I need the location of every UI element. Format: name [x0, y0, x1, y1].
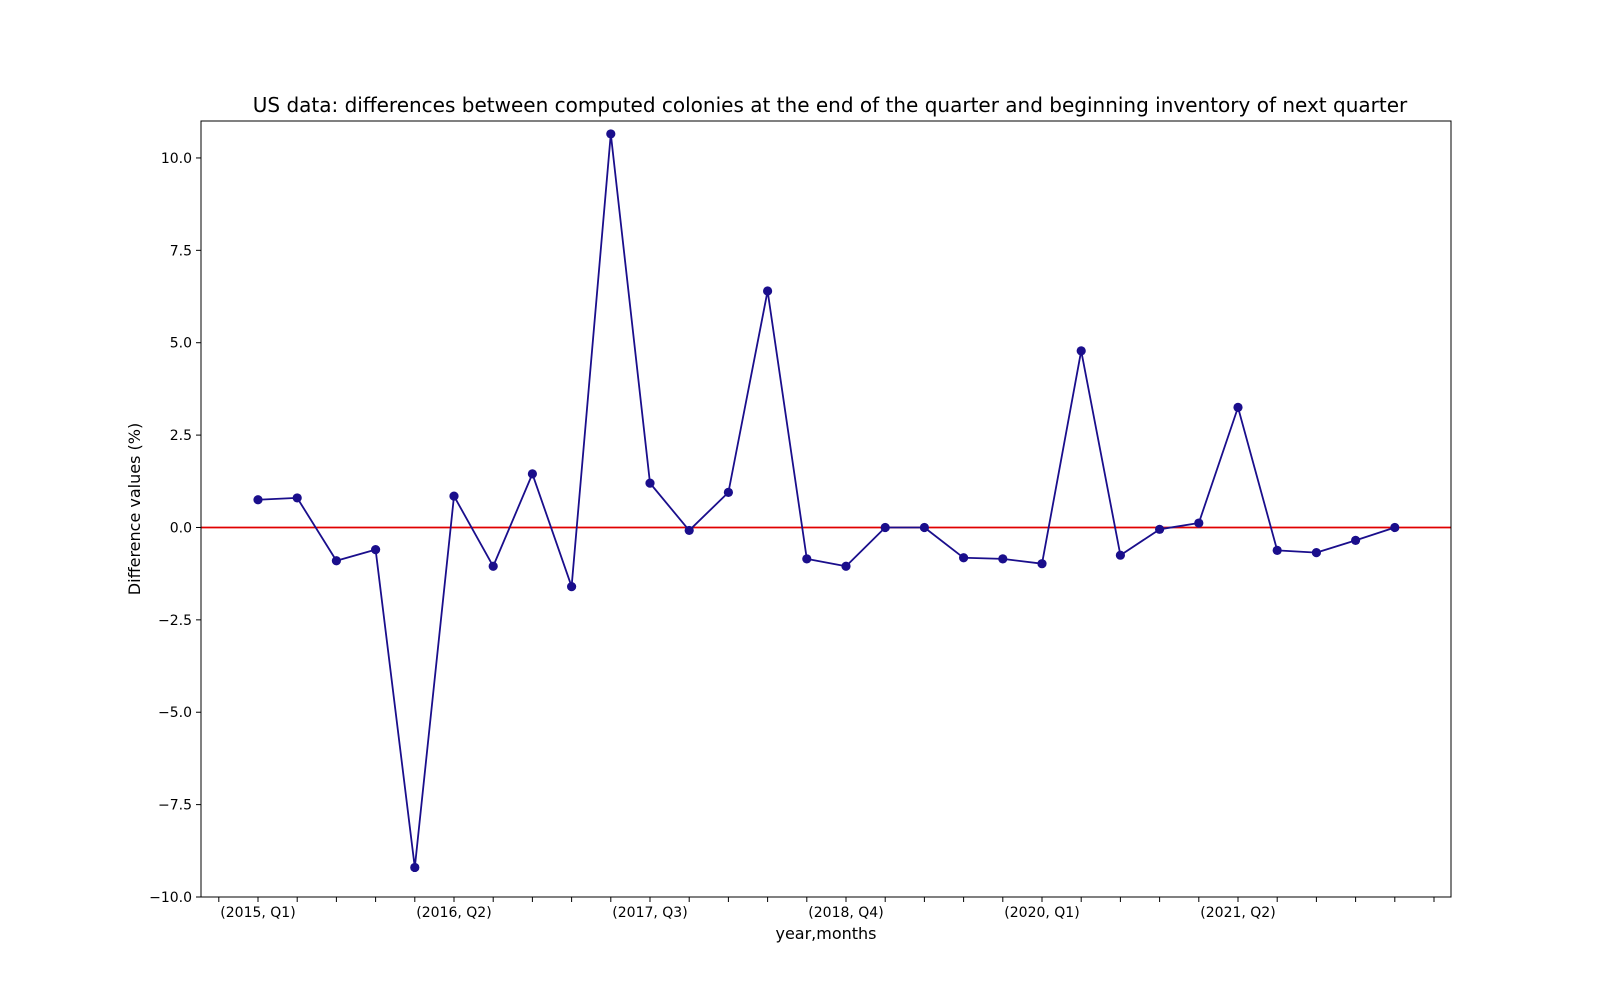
- x-tick-label: (2018, Q4): [808, 905, 883, 921]
- data-point: [763, 286, 773, 296]
- data-point: [1311, 548, 1321, 558]
- plot-content: [201, 129, 1451, 873]
- data-point: [723, 487, 734, 497]
- chart-title: US data: differences between computed co…: [253, 93, 1408, 117]
- data-point: [684, 525, 694, 536]
- data-point: [449, 491, 459, 501]
- data-point: [567, 582, 577, 592]
- data-point: [1194, 518, 1204, 528]
- data-point: [645, 478, 655, 488]
- y-tick-label: 0.0: [170, 520, 192, 536]
- data-point: [1115, 550, 1125, 560]
- data-point: [331, 556, 341, 566]
- x-axis-label: year,months: [775, 924, 876, 943]
- y-tick-label: −10.0: [149, 890, 192, 906]
- y-axis-label: Difference values (%): [125, 423, 144, 595]
- data-point: [880, 522, 890, 533]
- y-tick-label: 5.0: [170, 336, 192, 352]
- data-point: [527, 469, 538, 479]
- plot-frame: [200, 120, 1452, 898]
- x-tick-label: (2020, Q1): [1004, 905, 1079, 921]
- y-tick-label: −7.5: [158, 798, 192, 814]
- y-tick-label: 7.5: [170, 243, 192, 259]
- data-point: [841, 561, 851, 571]
- y-tick-label: −2.5: [158, 613, 192, 629]
- x-tick-label: (2015, Q1): [220, 905, 295, 921]
- data-point: [488, 561, 498, 571]
- x-tick-label: (2016, Q2): [416, 905, 491, 921]
- data-point: [1272, 545, 1282, 555]
- y-tick-label: 2.5: [170, 428, 192, 444]
- data-point: [1390, 522, 1400, 533]
- data-point: [410, 862, 420, 873]
- data-point: [959, 553, 969, 563]
- x-tick-label: (2021, Q2): [1200, 905, 1275, 921]
- data-point: [1155, 524, 1165, 534]
- data-point: [802, 554, 812, 564]
- y-axis-ticks: −10.0 −7.5 −5.0 −2.5 0.0 2.5 5.0 7.5 10.0: [149, 151, 201, 906]
- data-point: [606, 129, 616, 139]
- data-point: [1351, 535, 1361, 546]
- data-point: [1076, 346, 1086, 356]
- data-point: [998, 554, 1008, 564]
- series-line: [257, 133, 1396, 869]
- data-point: [371, 545, 381, 555]
- x-axis-ticks: (2015, Q1) (2016, Q2) (2017, Q3) (2018, Q4)…: [218, 897, 1435, 921]
- x-tick-label: (2017, Q3): [612, 905, 687, 921]
- data-point: [253, 495, 263, 505]
- data-point: [1037, 559, 1047, 569]
- y-tick-label: 10.0: [161, 151, 192, 167]
- y-tick-label: −5.0: [158, 705, 192, 721]
- data-point: [919, 522, 930, 533]
- data-point: [1233, 402, 1243, 412]
- data-point: [292, 493, 302, 503]
